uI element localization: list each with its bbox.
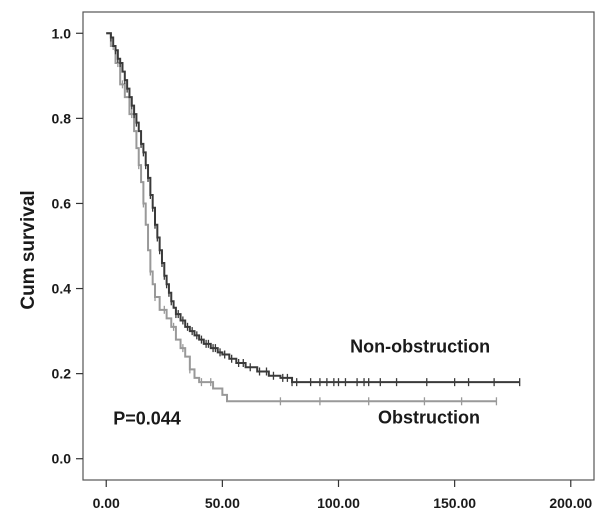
x-tick-label: 50.00	[205, 495, 240, 511]
survival-curve-non-obstruction	[106, 32, 520, 384]
y-tick-label: 0.6	[52, 195, 72, 211]
x-tick-label: 200.00	[549, 495, 592, 511]
y-axis-title: Cum survival	[18, 190, 39, 309]
obstruction-label: Obstruction	[378, 407, 480, 427]
series-non-obstruction	[106, 32, 521, 387]
y-tick-label: 0.8	[52, 110, 72, 126]
series-layer	[106, 32, 521, 406]
y-tick-label: 0.2	[52, 366, 72, 382]
y-axis: 0.0 0.2 0.4 0.6 0.8 1.0	[52, 25, 83, 467]
x-tick-label: 150.00	[433, 495, 476, 511]
x-axis: 0.00 50.00 100.00 150.00 200.00	[93, 480, 592, 511]
y-tick-label: 1.0	[52, 25, 72, 41]
y-tick-label: 0.4	[52, 281, 72, 297]
x-tick-label: 0.00	[93, 495, 120, 511]
survival-curve-obstruction	[106, 32, 497, 403]
p-value-label: P=0.044	[113, 409, 181, 429]
non-obstruction-label: Non-obstruction	[350, 336, 490, 356]
y-tick-label: 0.0	[52, 451, 72, 467]
x-tick-label: 100.00	[317, 495, 360, 511]
